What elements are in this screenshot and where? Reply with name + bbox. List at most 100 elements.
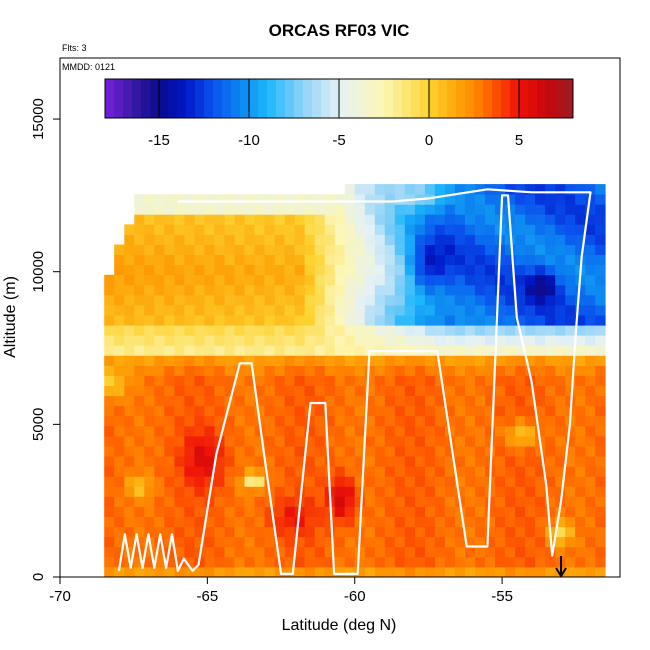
heatmap-cell (274, 305, 285, 316)
heatmap-cell (454, 355, 466, 366)
heatmap-cell (214, 325, 225, 336)
heatmap-cell (384, 536, 396, 548)
heatmap-cell (174, 214, 185, 225)
heatmap-cell (515, 244, 526, 255)
heatmap-cell (565, 526, 576, 538)
heatmap-cell (505, 516, 516, 528)
heatmap-cell (485, 244, 496, 255)
heatmap-cell (585, 456, 596, 467)
heatmap-cell (244, 516, 255, 528)
heatmap-cell (324, 284, 336, 296)
heatmap-cell (555, 294, 566, 306)
heatmap-cell (414, 516, 426, 528)
heatmap-cell (374, 425, 386, 437)
heatmap-cell (314, 506, 326, 517)
heatmap-cell (294, 405, 305, 417)
heatmap-cell (485, 305, 496, 316)
heatmap-cell (234, 466, 245, 477)
colorbar-segment (456, 79, 466, 118)
heatmap-cell (414, 294, 426, 306)
heatmap-cell (214, 345, 225, 356)
heatmap-cell (384, 325, 396, 336)
colorbar-tick-label: -10 (238, 132, 260, 149)
heatmap-cell (124, 496, 135, 507)
heatmap-cell (374, 335, 386, 346)
heatmap-cell (404, 184, 416, 195)
heatmap-cell (244, 284, 255, 296)
heatmap-cell (555, 365, 566, 376)
heatmap-cell (505, 395, 516, 407)
heatmap-cell (314, 395, 326, 407)
heatmap-cell (164, 194, 175, 205)
heatmap-cell (555, 436, 566, 447)
heatmap-cell (204, 456, 215, 467)
heatmap-cell (324, 315, 336, 326)
heatmap-cell (545, 184, 556, 195)
heatmap-cell (144, 506, 155, 517)
heatmap-cell (585, 566, 596, 578)
heatmap-cell (404, 456, 416, 467)
heatmap-cell (515, 436, 526, 447)
heatmap-cell (344, 526, 356, 538)
heatmap-cell (394, 375, 406, 386)
heatmap-cell (364, 274, 376, 286)
heatmap-cell (174, 224, 185, 235)
heatmap-cell (264, 214, 275, 225)
heatmap-cell (264, 375, 275, 386)
heatmap-cell (475, 496, 486, 507)
heatmap-cell (174, 244, 185, 255)
heatmap-cell (274, 345, 285, 356)
heatmap-cell (154, 194, 165, 205)
colorbar-segment (384, 79, 394, 118)
heatmap-cell (485, 284, 496, 296)
heatmap-cell (475, 214, 486, 225)
heatmap-cell (214, 264, 225, 276)
heatmap-cell (374, 294, 386, 306)
heatmap-cell (595, 224, 606, 235)
heatmap-cell (144, 355, 155, 366)
heatmap-cell (124, 305, 135, 316)
x-tick-label: -65 (197, 588, 219, 605)
heatmap-cell (294, 294, 305, 306)
heatmap-cell (224, 264, 235, 276)
heatmap-cell (194, 254, 205, 266)
heatmap-cell (384, 556, 396, 568)
heatmap-cell (304, 385, 315, 397)
heatmap-cell (334, 516, 346, 528)
heatmap-cell (134, 486, 145, 497)
heatmap-cell (214, 456, 225, 467)
heatmap-cell (394, 224, 406, 235)
heatmap-cell (595, 274, 606, 286)
heatmap-cell (144, 244, 155, 255)
heatmap-cell (585, 204, 596, 215)
heatmap-cell (204, 315, 215, 326)
heatmap-cell (595, 486, 606, 497)
x-axis: -70 -65 -60 -55 (49, 576, 513, 605)
heatmap-cell (434, 284, 446, 296)
heatmap-cell (134, 516, 145, 528)
heatmap-cell (154, 526, 165, 538)
heatmap-cell (294, 214, 305, 225)
heatmap-cell (144, 375, 155, 386)
heatmap-cell (244, 274, 255, 286)
heatmap-cell (214, 476, 225, 487)
heatmap-cell (495, 476, 506, 487)
heatmap-cell (434, 325, 446, 336)
heatmap-cell (104, 385, 115, 397)
heatmap-cell (485, 194, 496, 205)
heatmap-cell (254, 194, 265, 205)
heatmap-cell (174, 506, 185, 517)
heatmap-cell (485, 365, 496, 376)
heatmap-cell (364, 496, 376, 507)
heatmap-cell (314, 234, 326, 245)
heatmap-cell (384, 506, 396, 517)
heatmap-cell (284, 345, 295, 356)
heatmap-cell (144, 224, 155, 235)
heatmap-cell (444, 476, 456, 487)
heatmap-cell (224, 456, 235, 467)
heatmap-cell (344, 466, 356, 477)
heatmap-cell (454, 425, 466, 437)
heatmap-cell (154, 506, 165, 517)
heatmap-cell (595, 315, 606, 326)
